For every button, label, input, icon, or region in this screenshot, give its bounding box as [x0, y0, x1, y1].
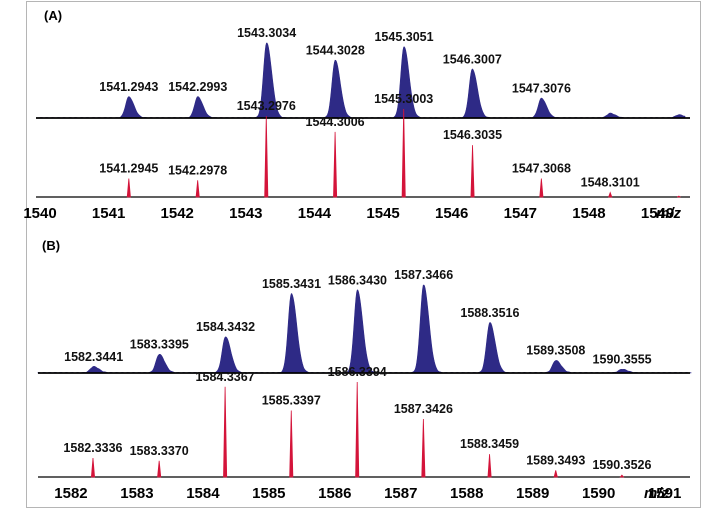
panel-a-label: (A)	[44, 8, 62, 23]
panel-a-x-tick-5: 1545	[366, 205, 399, 222]
panel-b-peak-label-1-6: 1588.3459	[460, 437, 519, 451]
panel-a-x-tick-0: 1540	[23, 205, 56, 222]
panel-b-peak-label-0-0: 1582.3441	[64, 350, 123, 364]
panel-b-peak-label-0-8: 1590.3555	[593, 352, 652, 366]
panel-a-x-tick-3: 1543	[229, 205, 262, 222]
panel-a-x-tick-7: 1547	[504, 205, 537, 222]
panel-b-peak-label-1-8: 1590.3526	[592, 458, 651, 472]
panel-a-x-unit-label: m/z	[656, 205, 682, 222]
panel-b-peak-label-1-1: 1583.3370	[130, 444, 189, 458]
panel-b-x-tick-5: 1587	[384, 485, 417, 502]
panel-a-peak-label-1-0: 1541.2945	[99, 162, 158, 176]
panel-b-peak-label-1-2: 1584.3367	[196, 370, 255, 384]
panel-a-peak-label-1-5: 1546.3035	[443, 128, 502, 142]
panel-a-peak-label-1-1: 1542.2978	[168, 163, 227, 177]
panel-a-x-tick-2: 1542	[161, 205, 194, 222]
panel-b-x-tick-6: 1588	[450, 485, 483, 502]
panel-a-peak-label-1-7: 1548.3101	[581, 176, 640, 190]
panel-a-peak-label-0-0: 1541.2943	[99, 80, 158, 94]
panel-a-x-tick-4: 1544	[298, 205, 332, 222]
panel-b-peak-label-0-6: 1588.3516	[460, 306, 519, 320]
panel-a-x-tick-1: 1541	[92, 205, 125, 222]
panel-a-peak-label-1-6: 1547.3068	[512, 162, 571, 176]
panel-a-peak-label-0-2: 1543.3034	[237, 26, 296, 40]
panel-b-peak-label-0-7: 1589.3508	[526, 344, 585, 358]
panel-b-x-tick-2: 1584	[186, 485, 220, 502]
panel-b-peak-label-1-0: 1582.3336	[63, 441, 122, 455]
panel-b-peak-label-1-5: 1587.3426	[394, 402, 453, 416]
panel-a-peak-label-0-5: 1546.3007	[443, 52, 502, 66]
panel-b-x-unit-label: m/z	[644, 485, 670, 502]
panel-b-peak-label-0-5: 1587.3466	[394, 268, 453, 282]
panel-b-peak-label-1-4: 1586.3394	[328, 365, 387, 379]
panel-a-peak-label-1-2: 1543.2976	[237, 99, 296, 113]
panel-b-label: (B)	[42, 238, 60, 253]
panel-b-x-tick-1: 1583	[120, 485, 153, 502]
panel-a-x-tick-8: 1548	[572, 205, 605, 222]
panel-b-peak-label-0-4: 1586.3430	[328, 273, 387, 287]
panel-b-peak-label-1-3: 1585.3397	[262, 394, 321, 408]
panel-b-x-tick-8: 1590	[582, 485, 615, 502]
panel-a-peak-label-0-3: 1544.3028	[306, 43, 365, 57]
panel-a-peak-label-0-6: 1547.3076	[512, 82, 571, 96]
panel-b-peak-label-0-1: 1583.3395	[130, 338, 189, 352]
panel-b-peak-label-0-2: 1584.3432	[196, 320, 255, 334]
panel-a-peak-label-1-3: 1544.3006	[306, 115, 365, 129]
panel-b-peak-label-0-3: 1585.3431	[262, 277, 321, 291]
panel-a-peak-label-0-1: 1542.2993	[168, 80, 227, 94]
panel-b-peak-label-1-7: 1589.3493	[526, 453, 585, 467]
panel-b-x-tick-7: 1589	[516, 485, 549, 502]
panel-a-peak-label-0-4: 1545.3051	[374, 30, 433, 44]
panel-a-peak-label-1-4: 1545.3003	[374, 92, 433, 106]
panel-b-x-tick-0: 1582	[54, 485, 87, 502]
panel-b-x-tick-4: 1586	[318, 485, 351, 502]
panel-b-x-tick-3: 1585	[252, 485, 285, 502]
panel-a-x-tick-6: 1546	[435, 205, 468, 222]
